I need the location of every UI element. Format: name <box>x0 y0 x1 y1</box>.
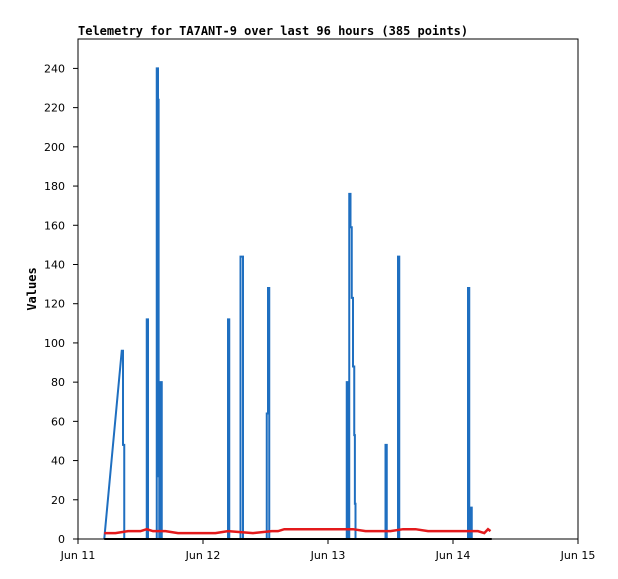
x-tick-label-2: Jun 13 <box>310 549 346 562</box>
y-tick-label-4: 80 <box>51 376 65 389</box>
series-line-1 <box>104 527 492 535</box>
y-axis-label: Values <box>25 267 39 310</box>
y-tick-label-9: 180 <box>44 180 65 193</box>
x-tick-label-1: Jun 12 <box>185 549 221 562</box>
chart-title: Telemetry for TA7ANT-9 over last 96 hour… <box>78 24 468 38</box>
ticks-layer: 0 20 40 60 80 100 120 140 160 180 200 220 240 Jun 11 J… <box>44 62 595 562</box>
series-line-0 <box>103 67 473 540</box>
y-tick-label-11: 220 <box>44 102 65 115</box>
y-tick-label-1: 20 <box>51 494 65 507</box>
y-tick-label-7: 140 <box>44 258 65 271</box>
y-tick-label-5: 100 <box>44 337 65 350</box>
y-tick-label-3: 60 <box>51 415 65 428</box>
x-tick-label-4: Jun 15 <box>560 549 596 562</box>
y-tick-label-10: 200 <box>44 141 65 154</box>
x-tick-label-3: Jun 14 <box>435 549 471 562</box>
y-tick-label-8: 160 <box>44 219 65 232</box>
y-tick-label-6: 120 <box>44 298 65 311</box>
y-tick-label-0: 0 <box>58 533 65 546</box>
plot-frame <box>77 38 579 540</box>
y-tick-label-2: 40 <box>51 455 65 468</box>
y-tick-label-12: 240 <box>44 62 65 75</box>
series-layer <box>103 67 492 540</box>
x-tick-label-0: Jun 11 <box>60 549 96 562</box>
